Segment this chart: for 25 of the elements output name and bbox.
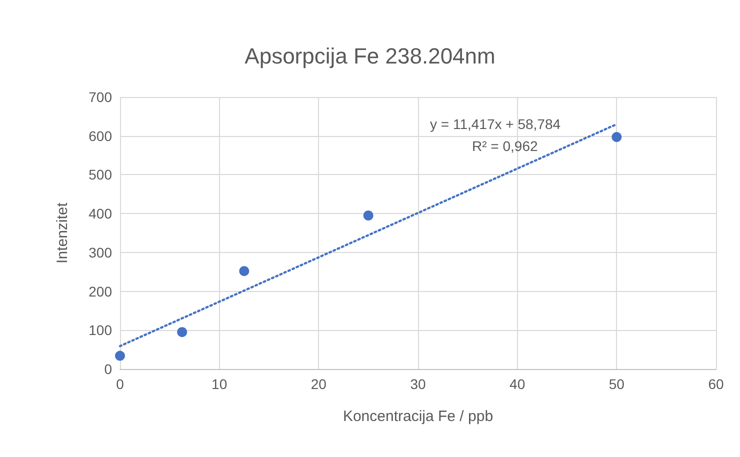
point <box>612 132 622 142</box>
y-tick-label: 300 <box>88 244 112 260</box>
x-tick-label: 30 <box>410 376 426 392</box>
y-tick-label: 600 <box>88 128 112 144</box>
y-axis-title: Intenzitet <box>54 202 71 264</box>
annotation: R² = 0,962 <box>472 138 538 154</box>
x-tick-label: 20 <box>310 376 327 392</box>
x-axis-title: Koncentracija Fe / ppb <box>342 408 494 425</box>
point <box>115 350 125 361</box>
y-tick-label: 400 <box>88 206 112 222</box>
y-tick-label: 200 <box>88 283 112 300</box>
x-tick-label: 10 <box>212 376 228 392</box>
point <box>239 266 250 276</box>
x-tick-label: 50 <box>608 376 625 392</box>
y-tick-label: 700 <box>88 89 112 105</box>
chart-title: Apsorpcija Fe 238.204nm <box>244 44 496 68</box>
y-tick-label: 500 <box>88 166 112 183</box>
x-tick-label: 60 <box>708 376 724 392</box>
y-tick-label: 0 <box>104 361 112 377</box>
y-tick-label: 100 <box>88 322 112 338</box>
point <box>363 210 374 221</box>
x-tick-label: 40 <box>510 376 526 392</box>
point <box>177 327 188 338</box>
annotation: y = 11,417x + 58,784 <box>430 116 561 132</box>
x-tick-label: 0 <box>116 376 124 392</box>
